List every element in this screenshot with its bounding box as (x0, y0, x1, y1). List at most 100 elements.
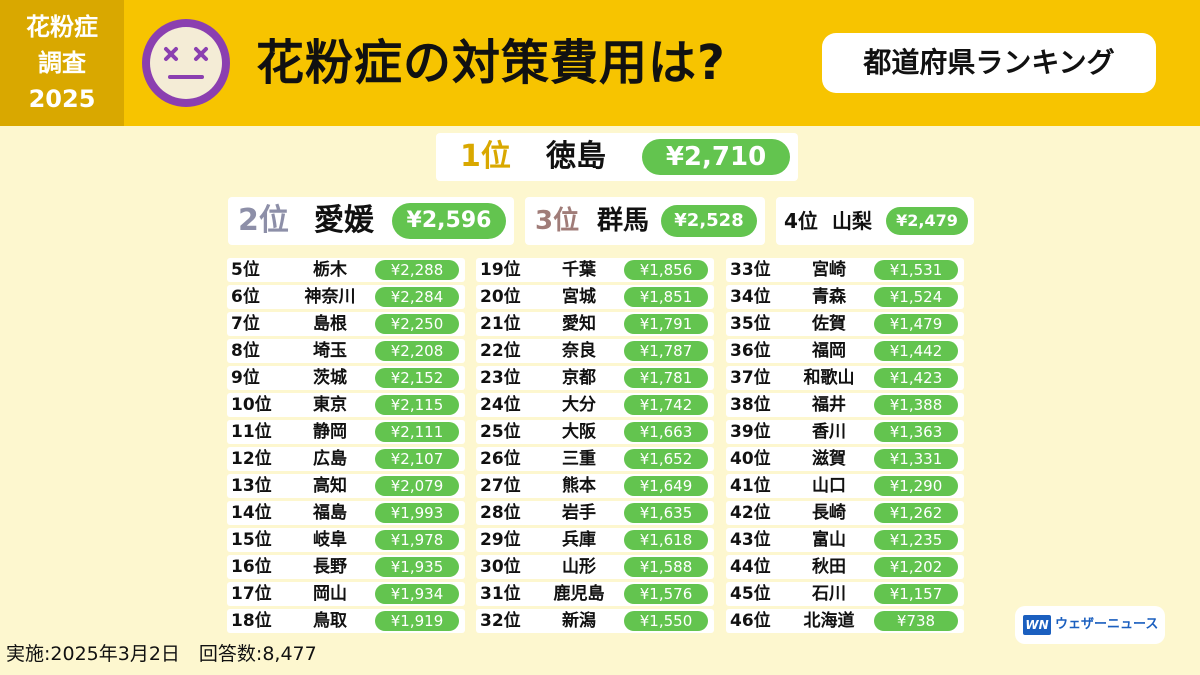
ranking-row: 15位 岐阜 ¥1,978 (227, 528, 465, 552)
ranking-row: 39位 香川 ¥1,363 (726, 420, 964, 444)
rank-4-card: 4位 山梨 ¥2,479 (776, 197, 974, 245)
rank-label: 7位 (231, 314, 260, 334)
rank-label: 20位 (480, 287, 521, 307)
ranking-row: 6位 神奈川 ¥2,284 (227, 285, 465, 309)
price-badge: ¥1,588 (624, 557, 708, 577)
price-badge: ¥1,781 (624, 368, 708, 388)
rank-label: 11位 (231, 422, 272, 442)
price-badge: ¥738 (874, 611, 958, 631)
price-badge: ¥1,331 (874, 449, 958, 469)
prefecture-name: 長崎 (812, 503, 846, 523)
prefecture-name: 島根 (313, 314, 347, 334)
price-badge: ¥2,596 (392, 203, 506, 239)
rank-3-card: 3位 群馬 ¥2,528 (525, 197, 765, 245)
rank-label: 3位 (535, 206, 580, 236)
prefecture-name: 岩手 (562, 503, 596, 523)
prefecture-name: 富山 (812, 530, 846, 550)
logo-mark: WN (1023, 615, 1051, 635)
rank-label: 39位 (730, 422, 771, 442)
rank-label: 33位 (730, 260, 771, 280)
prefecture-name: 秋田 (812, 557, 846, 577)
rank-label: 1位 (460, 139, 511, 174)
price-badge: ¥1,652 (624, 449, 708, 469)
header: 花粉症 調査 2025 花粉症の対策費用は? 都道府県ランキング (0, 0, 1200, 126)
ranking-row: 35位 佐賀 ¥1,479 (726, 312, 964, 336)
survey-tag: 花粉症 調査 2025 (0, 0, 124, 126)
price-badge: ¥2,107 (375, 449, 459, 469)
rank-label: 2位 (238, 203, 289, 238)
price-badge: ¥1,993 (375, 503, 459, 523)
rank-label: 44位 (730, 557, 771, 577)
price-badge: ¥2,115 (375, 395, 459, 415)
prefecture-name: 新潟 (562, 611, 596, 631)
ranking-row: 14位 福島 ¥1,993 (227, 501, 465, 525)
ranking-column-2: 19位 千葉 ¥1,856 20位 宮城 ¥1,851 21位 愛知 ¥1,791 22位 奈良 ¥1… (476, 258, 714, 636)
rank-label: 19位 (480, 260, 521, 280)
rank-1-card: 1位 徳島 ¥2,710 (436, 133, 798, 181)
prefecture-name: 福島 (313, 503, 347, 523)
survey-tag-line-2: 調査 (38, 49, 86, 77)
rank-label: 14位 (231, 503, 272, 523)
ranking-row: 32位 新潟 ¥1,550 (476, 609, 714, 633)
ranking-row: 34位 青森 ¥1,524 (726, 285, 964, 309)
ranking-row: 23位 京都 ¥1,781 (476, 366, 714, 390)
ranking-row: 11位 静岡 ¥2,111 (227, 420, 465, 444)
price-badge: ¥1,423 (874, 368, 958, 388)
rank-label: 4位 (784, 209, 818, 233)
prefecture-name: 北海道 (803, 611, 855, 631)
prefecture-name: 高知 (313, 476, 347, 496)
price-badge: ¥1,663 (624, 422, 708, 442)
prefecture-name: 大分 (562, 395, 596, 415)
price-badge: ¥2,079 (375, 476, 459, 496)
ranking-row: 37位 和歌山 ¥1,423 (726, 366, 964, 390)
rank-label: 38位 (730, 395, 771, 415)
ranking-row: 41位 山口 ¥1,290 (726, 474, 964, 498)
prefecture-name: 京都 (562, 368, 596, 388)
prefecture-name: 岐阜 (313, 530, 347, 550)
price-badge: ¥1,388 (874, 395, 958, 415)
rank-label: 45位 (730, 584, 771, 604)
prefecture-name: 山口 (812, 476, 846, 496)
price-badge: ¥1,635 (624, 503, 708, 523)
price-badge: ¥1,550 (624, 611, 708, 631)
prefecture-name: 宮崎 (812, 260, 846, 280)
price-badge: ¥1,524 (874, 287, 958, 307)
dizzy-face-icon (142, 19, 230, 107)
price-badge: ¥1,649 (624, 476, 708, 496)
prefecture-name: 滋賀 (812, 449, 846, 469)
prefecture-name: 山梨 (832, 209, 872, 233)
rank-label: 16位 (231, 557, 272, 577)
page-title: 花粉症の対策費用は? (256, 35, 726, 91)
prefecture-name: 兵庫 (562, 530, 596, 550)
ranking-row: 25位 大阪 ¥1,663 (476, 420, 714, 444)
prefecture-name: 宮城 (562, 287, 596, 307)
price-badge: ¥1,202 (874, 557, 958, 577)
ranking-row: 20位 宮城 ¥1,851 (476, 285, 714, 309)
price-badge: ¥1,576 (624, 584, 708, 604)
price-badge: ¥2,288 (375, 260, 459, 280)
ranking-row: 31位 鹿児島 ¥1,576 (476, 582, 714, 606)
price-badge: ¥1,262 (874, 503, 958, 523)
rank-label: 18位 (231, 611, 272, 631)
ranking-row: 38位 福井 ¥1,388 (726, 393, 964, 417)
rank-label: 15位 (231, 530, 272, 550)
prefecture-name: 神奈川 (304, 287, 356, 307)
rank-label: 23位 (480, 368, 521, 388)
price-badge: ¥1,157 (874, 584, 958, 604)
rank-label: 36位 (730, 341, 771, 361)
ranking-row: 5位 栃木 ¥2,288 (227, 258, 465, 282)
rank-2-card: 2位 愛媛 ¥2,596 (228, 197, 514, 245)
rank-label: 29位 (480, 530, 521, 550)
prefecture-name: 福岡 (812, 341, 846, 361)
price-badge: ¥2,152 (375, 368, 459, 388)
ranking-row: 17位 岡山 ¥1,934 (227, 582, 465, 606)
rank-label: 5位 (231, 260, 260, 280)
rank-label: 22位 (480, 341, 521, 361)
rank-label: 32位 (480, 611, 521, 631)
price-badge: ¥1,851 (624, 287, 708, 307)
ranking-row: 24位 大分 ¥1,742 (476, 393, 714, 417)
rank-label: 8位 (231, 341, 260, 361)
rank-label: 35位 (730, 314, 771, 334)
price-badge: ¥1,290 (874, 476, 958, 496)
rank-label: 41位 (730, 476, 771, 496)
